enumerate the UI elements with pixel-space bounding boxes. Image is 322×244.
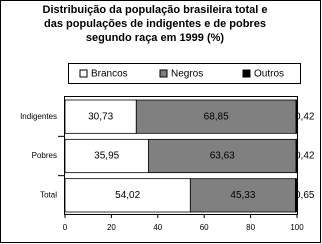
value-label: 35,95	[94, 151, 119, 162]
value-label: 63,63	[210, 151, 235, 162]
legend-swatch	[79, 69, 88, 78]
x-tick-label: 40	[153, 223, 162, 232]
value-label: 68,85	[204, 111, 229, 122]
x-tick-label: 80	[246, 223, 255, 232]
legend-label: Brancos	[91, 69, 128, 80]
chart-title: segundo raça em 1999 (%)	[86, 32, 225, 44]
value-label: 0,42	[295, 111, 315, 122]
bar-segment	[295, 178, 298, 213]
bar-segment	[295, 138, 298, 174]
value-label: 0,42	[295, 151, 315, 162]
legend-swatch	[159, 69, 168, 78]
chart-title: das populações de indigentes e de pobres	[44, 18, 266, 30]
bar-segment	[295, 99, 298, 134]
x-tick-label: 100	[290, 223, 304, 232]
value-label: 54,02	[115, 190, 140, 201]
bar-segment	[64, 138, 149, 174]
x-tick-label: 0	[63, 223, 68, 232]
x-tick-label: 60	[200, 223, 209, 232]
chart-title: Distribuição da população brasileira tot…	[43, 4, 268, 16]
value-label: 45,33	[230, 190, 255, 201]
legend-label: Outros	[254, 69, 284, 80]
y-tick-label: Pobres	[32, 151, 57, 160]
legend-box	[68, 63, 301, 84]
legend-swatch	[242, 69, 251, 78]
bar-segment	[148, 138, 297, 174]
y-tick-label: Indigentes	[20, 112, 57, 121]
legend-label: Negros	[171, 69, 203, 80]
value-label: 0,65	[295, 190, 315, 201]
bar-segment	[135, 99, 297, 134]
plot-frame	[64, 96, 298, 215]
y-tick-label: Total	[40, 190, 57, 199]
value-label: 30,73	[88, 111, 113, 122]
x-tick-label: 20	[107, 223, 116, 232]
bar-segment	[189, 178, 296, 213]
